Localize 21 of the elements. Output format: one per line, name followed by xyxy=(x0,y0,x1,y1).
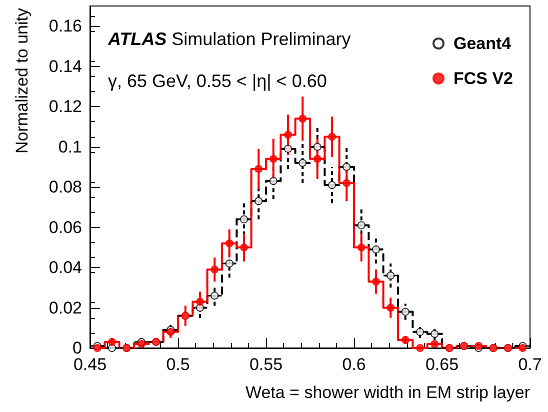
y-axis-title: Normalized to unity xyxy=(12,8,32,154)
x-tick-label: 0.65 xyxy=(425,355,459,374)
y-tick-label: 0.08 xyxy=(48,178,82,197)
x-tick-label: 0.7 xyxy=(518,355,542,374)
legend-label: Geant4 xyxy=(453,34,512,53)
x-tick-label: 0.55 xyxy=(249,355,283,374)
y-tick-label: 0.16 xyxy=(48,16,82,36)
annotation: ATLAS Simulation Preliminary xyxy=(107,29,351,49)
x-tick-label: 0.45 xyxy=(73,355,107,374)
y-tick-label: 0.14 xyxy=(48,56,82,76)
y-tick-label: 0.12 xyxy=(48,97,82,116)
y-tick-label: 0.06 xyxy=(48,218,82,237)
x-tick-label: 0.6 xyxy=(342,355,366,374)
legend-label: FCS V2 xyxy=(453,69,514,88)
y-tick-label: 0.02 xyxy=(48,298,82,318)
x-axis-title: Weta = shower width in EM strip layer xyxy=(245,383,530,402)
annotation: γ, 65 GeV, 0.55 < |η| < 0.60 xyxy=(108,71,327,91)
y-tick-label: 0.04 xyxy=(48,258,82,278)
y-tick-label: 0 xyxy=(72,338,82,358)
x-tick-label: 0.5 xyxy=(166,355,190,374)
y-tick-label: 0.1 xyxy=(58,137,82,156)
